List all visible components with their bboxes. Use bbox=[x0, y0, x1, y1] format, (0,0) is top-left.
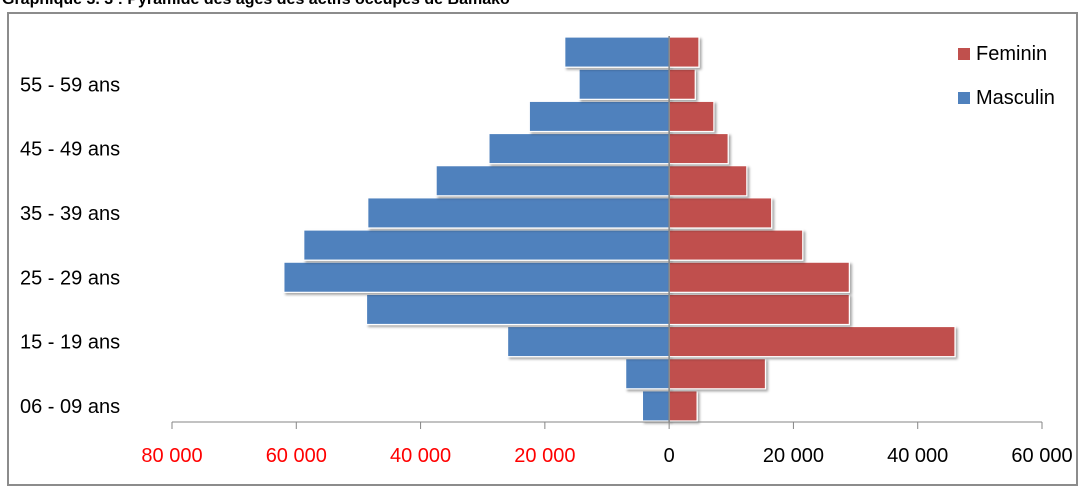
bar-masculin-10 bbox=[578, 68, 670, 100]
bar-masculin-0 bbox=[641, 390, 670, 422]
bar-feminin-6 bbox=[668, 197, 773, 229]
bar-masculin-11 bbox=[564, 36, 670, 68]
bar-masculin-9 bbox=[528, 100, 670, 133]
legend: Feminin Masculin bbox=[958, 43, 1055, 109]
x-tick-label: 60 000 bbox=[1011, 445, 1072, 467]
bar-masculin-6 bbox=[367, 197, 670, 229]
bar-feminin-1 bbox=[668, 358, 767, 390]
x-tick-label: 40 000 bbox=[390, 445, 451, 467]
bar-masculin-5 bbox=[303, 229, 670, 261]
chart-title: Graphique 3. 3 : Pyramide des âges des a… bbox=[2, 0, 510, 9]
axis-layer bbox=[171, 36, 1043, 429]
bar-masculin-1 bbox=[625, 358, 670, 390]
bar-feminin-0 bbox=[668, 390, 698, 422]
legend-label-feminin: Feminin bbox=[976, 43, 1047, 65]
bar-feminin-9 bbox=[668, 100, 715, 133]
bars-layer bbox=[283, 36, 956, 422]
bar-feminin-7 bbox=[668, 165, 748, 197]
legend-swatch-feminin bbox=[958, 48, 970, 60]
x-tick-label: 20 000 bbox=[514, 445, 575, 467]
x-tick-label: 0 bbox=[664, 445, 675, 467]
category-label: 15 - 19 ans bbox=[20, 332, 120, 354]
bar-masculin-2 bbox=[506, 325, 670, 358]
legend-swatch-masculin bbox=[958, 92, 970, 104]
bar-feminin-3 bbox=[668, 293, 850, 326]
bar-masculin-7 bbox=[435, 165, 670, 197]
category-label: 06 - 09 ans bbox=[20, 396, 120, 418]
bar-feminin-5 bbox=[668, 229, 804, 261]
category-label: 55 - 59 ans bbox=[20, 74, 120, 96]
bar-masculin-8 bbox=[488, 132, 670, 165]
labels-layer: 06 - 09 ans 15 - 19 ans 25 - 29 ans 35 - 39… bbox=[20, 74, 1073, 467]
bar-feminin-4 bbox=[668, 261, 850, 293]
category-label: 45 - 49 ans bbox=[20, 139, 120, 161]
bar-feminin-10 bbox=[668, 68, 696, 100]
legend-label-masculin: Masculin bbox=[976, 87, 1055, 109]
x-tick-label: 20 000 bbox=[763, 445, 824, 467]
bar-feminin-2 bbox=[668, 325, 956, 358]
category-label: 25 - 29 ans bbox=[20, 267, 120, 289]
bar-masculin-3 bbox=[365, 293, 670, 326]
x-tick-label: 80 000 bbox=[141, 445, 202, 467]
x-tick-label: 40 000 bbox=[887, 445, 948, 467]
x-tick-label: 60 000 bbox=[266, 445, 327, 467]
bar-masculin-4 bbox=[283, 261, 670, 293]
bar-feminin-8 bbox=[668, 132, 729, 165]
bar-feminin-11 bbox=[668, 36, 700, 68]
category-label: 35 - 39 ans bbox=[20, 203, 120, 225]
